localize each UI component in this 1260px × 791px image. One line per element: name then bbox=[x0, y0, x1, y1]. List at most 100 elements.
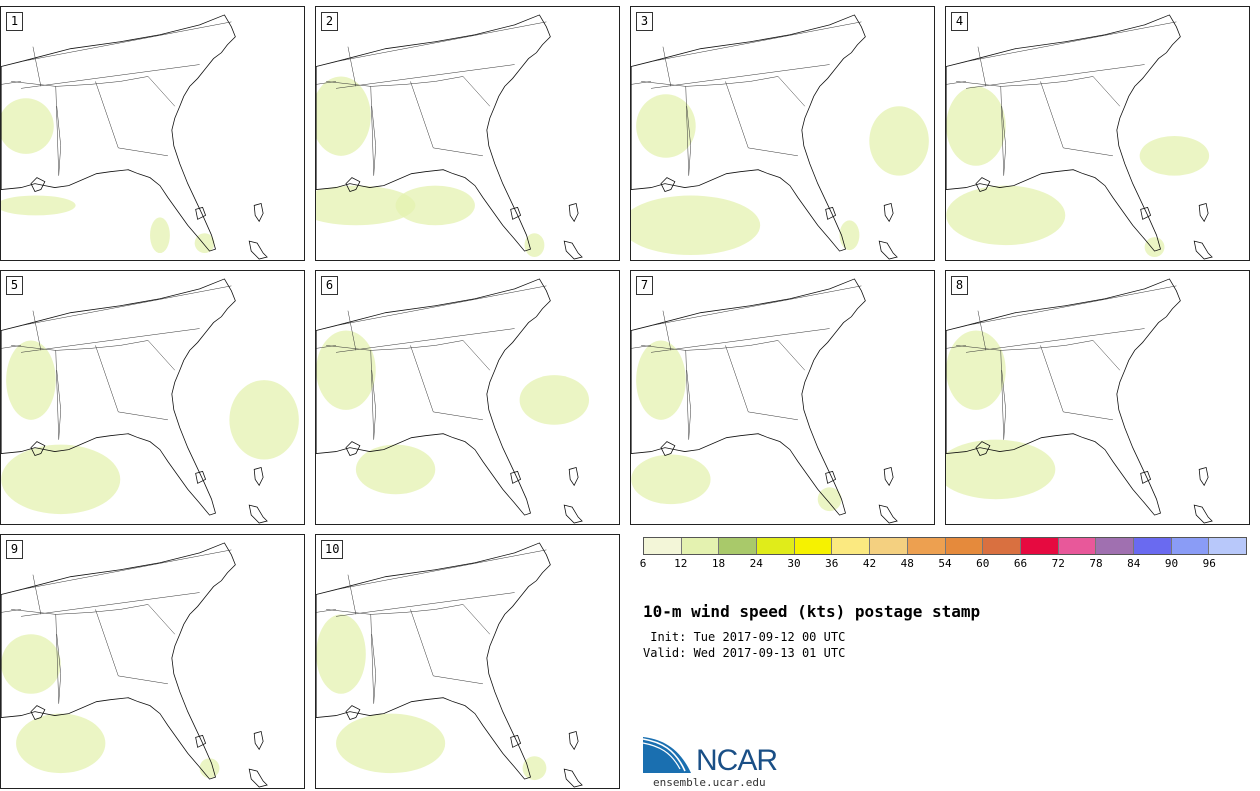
colorbar-swatch bbox=[1020, 538, 1059, 554]
state-border bbox=[965, 285, 1177, 326]
state-border bbox=[118, 675, 168, 685]
land-outline bbox=[345, 705, 361, 721]
coastline bbox=[316, 278, 551, 516]
colorbar-swatch bbox=[1096, 538, 1134, 554]
state-border bbox=[371, 370, 376, 440]
wind-speed-map bbox=[631, 14, 929, 260]
coastline bbox=[316, 14, 551, 252]
colorbar-tick-label: 96 bbox=[1202, 557, 1216, 570]
state-border bbox=[1000, 86, 1004, 176]
state-border bbox=[956, 81, 1066, 87]
member-number: 6 bbox=[321, 276, 338, 295]
wind-shading-blob bbox=[1144, 237, 1165, 258]
wind-shading-blob bbox=[316, 76, 371, 156]
state-border bbox=[95, 81, 119, 148]
land-outline bbox=[345, 441, 361, 457]
wind-shading-blob bbox=[1, 98, 54, 154]
land-outline bbox=[878, 240, 898, 260]
colorbar-tick-label: 18 bbox=[711, 557, 726, 570]
land-outline bbox=[1193, 504, 1213, 524]
state-border bbox=[347, 46, 357, 87]
wind-shading-blob bbox=[6, 340, 56, 420]
colorbar bbox=[643, 537, 1247, 555]
colorbar-swatch bbox=[644, 538, 682, 554]
land-outline bbox=[253, 202, 264, 223]
land-outline bbox=[660, 441, 676, 457]
land-outline bbox=[510, 206, 522, 220]
colorbar-swatch bbox=[945, 538, 984, 554]
state-border bbox=[946, 345, 967, 349]
state-border bbox=[1040, 345, 1064, 412]
state-border bbox=[336, 328, 515, 353]
land-outline bbox=[510, 734, 522, 748]
colorbar-swatch bbox=[983, 538, 1021, 554]
state-border bbox=[316, 609, 337, 613]
state-border bbox=[370, 614, 374, 704]
state-border bbox=[686, 106, 691, 176]
colorbar-tick-label: 66 bbox=[1013, 557, 1028, 570]
wind-shading-blob bbox=[229, 380, 299, 460]
state-border bbox=[120, 76, 176, 107]
state-border bbox=[956, 345, 1066, 351]
state-border bbox=[748, 147, 798, 157]
state-border bbox=[55, 86, 59, 176]
coastline bbox=[1, 278, 236, 516]
ensemble-member-panel: 6 bbox=[315, 270, 620, 525]
wind-shading bbox=[631, 94, 929, 256]
state-border bbox=[370, 86, 374, 176]
land-outline bbox=[195, 206, 207, 220]
colorbar-tick-label: 24 bbox=[749, 557, 763, 570]
land-outline bbox=[883, 202, 894, 223]
wind-shading-blob bbox=[636, 340, 686, 420]
wind-speed-map bbox=[316, 14, 583, 260]
state-border bbox=[370, 350, 374, 440]
state-border bbox=[641, 81, 751, 87]
state-border bbox=[1001, 106, 1006, 176]
state-border bbox=[1065, 76, 1121, 107]
land-outline bbox=[1193, 240, 1213, 260]
ensemble-member-panel: 7 bbox=[630, 270, 935, 525]
ensemble-member-panel: 5 bbox=[0, 270, 305, 525]
wind-shading-blob bbox=[946, 330, 1006, 410]
wind-speed-map bbox=[631, 278, 898, 524]
state-border bbox=[11, 609, 121, 615]
state-border bbox=[316, 81, 337, 85]
colorbar-swatch bbox=[832, 538, 871, 554]
colorbar-swatch bbox=[907, 538, 946, 554]
colorbar-swatch bbox=[681, 538, 720, 554]
colorbar-swatch bbox=[794, 538, 833, 554]
colorbar-swatch bbox=[719, 538, 758, 554]
wind-shading-blob bbox=[946, 185, 1066, 246]
wind-speed-map bbox=[316, 278, 590, 524]
land-outline bbox=[825, 470, 837, 484]
wind-shading bbox=[316, 330, 590, 495]
wind-speed-map bbox=[946, 278, 1213, 524]
ensemble-member-panel: 8 bbox=[945, 270, 1250, 525]
state-border bbox=[1001, 370, 1006, 440]
state-border bbox=[748, 411, 798, 421]
land-outline bbox=[568, 466, 579, 487]
state-border bbox=[651, 328, 830, 353]
state-border bbox=[946, 81, 967, 85]
member-number: 1 bbox=[6, 12, 23, 31]
state-border bbox=[32, 46, 42, 87]
colorbar-ticks: 6 12 18 24 30 36 42 48 54 60 66 72 78 84 90 96 bbox=[640, 557, 1247, 571]
state-border bbox=[118, 147, 168, 157]
valid-time: Valid: Wed 2017-09-13 01 UTC bbox=[643, 646, 846, 660]
land-outline bbox=[253, 730, 264, 751]
member-number: 4 bbox=[951, 12, 968, 31]
state-border bbox=[1000, 350, 1004, 440]
wind-shading bbox=[316, 614, 547, 781]
colorbar-tick-label: 60 bbox=[976, 557, 990, 570]
state-border bbox=[435, 76, 491, 107]
state-border bbox=[750, 76, 806, 107]
state-border bbox=[651, 64, 830, 89]
state-border bbox=[1065, 340, 1121, 371]
land-outline bbox=[825, 206, 837, 220]
land-outline bbox=[660, 177, 676, 193]
land-outline bbox=[563, 768, 583, 788]
state-border bbox=[662, 310, 672, 351]
land-outline bbox=[248, 240, 268, 260]
wind-speed-map bbox=[946, 14, 1213, 260]
wind-shading-blob bbox=[355, 444, 436, 495]
